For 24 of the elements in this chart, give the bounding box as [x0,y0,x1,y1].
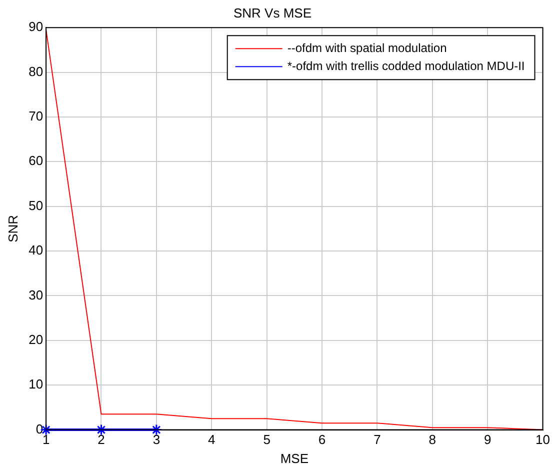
x-tick-label: 1 [42,432,50,448]
y-tick-label: 20 [28,332,44,347]
y-axis-title: SNR [5,214,20,242]
chart-title: SNR Vs MSE [233,5,312,20]
y-tick-label: 90 [28,19,44,34]
x-tick-label: 6 [318,432,326,448]
y-tick-label: 50 [28,198,44,213]
x-tick-label: 4 [208,432,216,448]
x-tick-label: 5 [263,432,270,448]
legend-label: *-ofdm with trellis codded modulation MDU-II [287,58,525,73]
y-tick-label: 80 [28,64,44,79]
x-tick-label: 3 [152,432,160,448]
x-tick-label: 7 [374,432,381,448]
y-tick-label: 70 [28,108,44,124]
y-tick-label: 30 [28,287,44,302]
y-tick-label: 40 [28,242,44,258]
x-tick-label: 8 [428,432,436,448]
x-tick-label: 10 [536,432,550,448]
x-axis-title: MSE [280,450,309,466]
y-tick-label: 60 [28,153,44,168]
legend-label: --ofdm with spatial modulation [287,40,447,55]
y-tick-label: 10 [28,376,44,392]
x-tick-label: 9 [484,432,492,448]
x-tick-label: 2 [98,432,105,448]
